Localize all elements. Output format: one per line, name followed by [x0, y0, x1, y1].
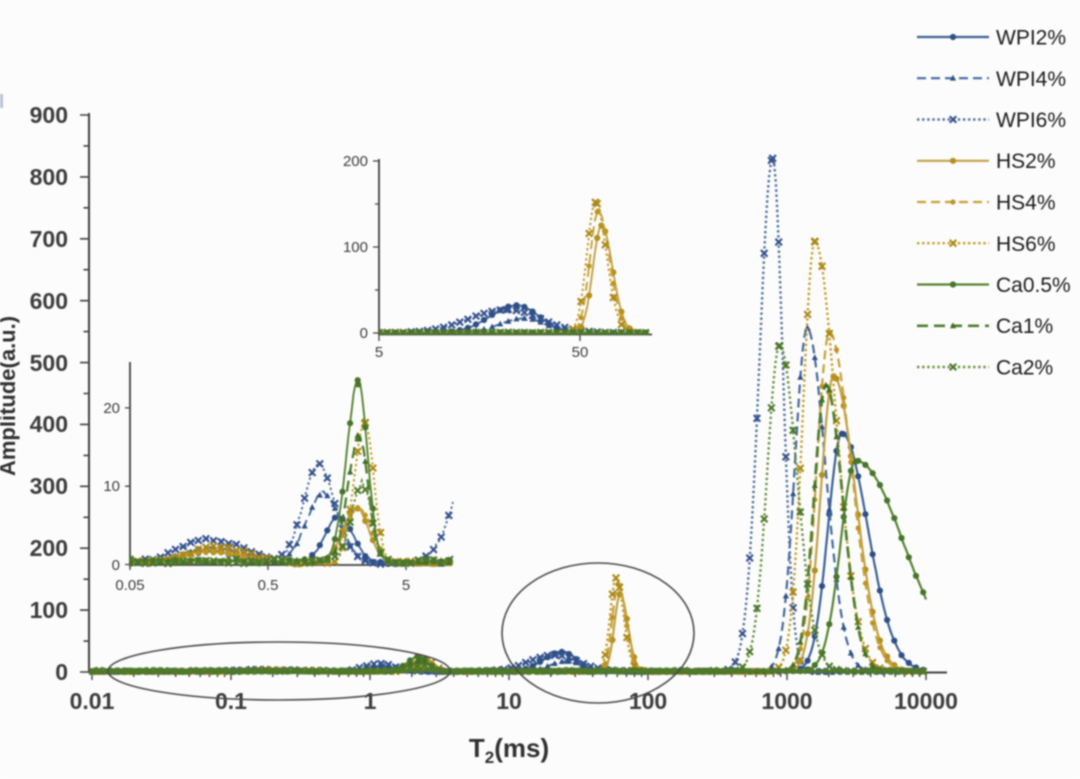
svg-text:0.05: 0.05: [115, 577, 144, 594]
svg-text:Ca0.5%: Ca0.5%: [996, 274, 1071, 297]
svg-text:100: 100: [343, 239, 368, 256]
svg-text:HS2%: HS2%: [996, 150, 1056, 173]
svg-text:20: 20: [103, 400, 120, 417]
svg-text:200: 200: [343, 153, 368, 170]
svg-text:50: 50: [572, 344, 589, 361]
svg-text:500: 500: [30, 350, 68, 376]
svg-text:Amplitude(a.u.): Amplitude(a.u.): [0, 316, 20, 476]
svg-text:5: 5: [402, 577, 410, 594]
svg-text:WPI4%: WPI4%: [996, 68, 1066, 91]
svg-text:800: 800: [30, 164, 68, 190]
svg-text:WPI6%: WPI6%: [996, 109, 1066, 132]
svg-text:100: 100: [30, 597, 68, 623]
svg-text:700: 700: [30, 226, 68, 252]
svg-text:0.01: 0.01: [70, 688, 115, 714]
svg-text:0: 0: [360, 325, 368, 342]
svg-text:200: 200: [30, 535, 68, 561]
svg-text:0: 0: [55, 659, 68, 685]
svg-text:0.1: 0.1: [215, 688, 247, 714]
svg-text:T2(ms): T2(ms): [469, 733, 549, 767]
svg-text:HS6%: HS6%: [996, 233, 1056, 256]
svg-text:0.5: 0.5: [258, 577, 279, 594]
svg-text:900: 900: [30, 102, 68, 128]
svg-text:HS4%: HS4%: [996, 192, 1056, 215]
svg-text:10000: 10000: [894, 688, 958, 714]
svg-text:300: 300: [30, 473, 68, 499]
svg-text:1000: 1000: [761, 688, 812, 714]
svg-text:400: 400: [30, 411, 68, 437]
svg-text:100: 100: [629, 688, 667, 714]
svg-text:10: 10: [103, 478, 120, 495]
svg-text:Ca1%: Ca1%: [996, 315, 1053, 338]
svg-text:WPI2%: WPI2%: [996, 27, 1066, 50]
svg-text:10: 10: [496, 688, 522, 714]
svg-text:Ca2%: Ca2%: [996, 357, 1053, 380]
svg-text:1: 1: [364, 688, 377, 714]
svg-text:5: 5: [375, 344, 383, 361]
svg-text:0: 0: [112, 557, 120, 574]
svg-text:600: 600: [30, 288, 68, 314]
